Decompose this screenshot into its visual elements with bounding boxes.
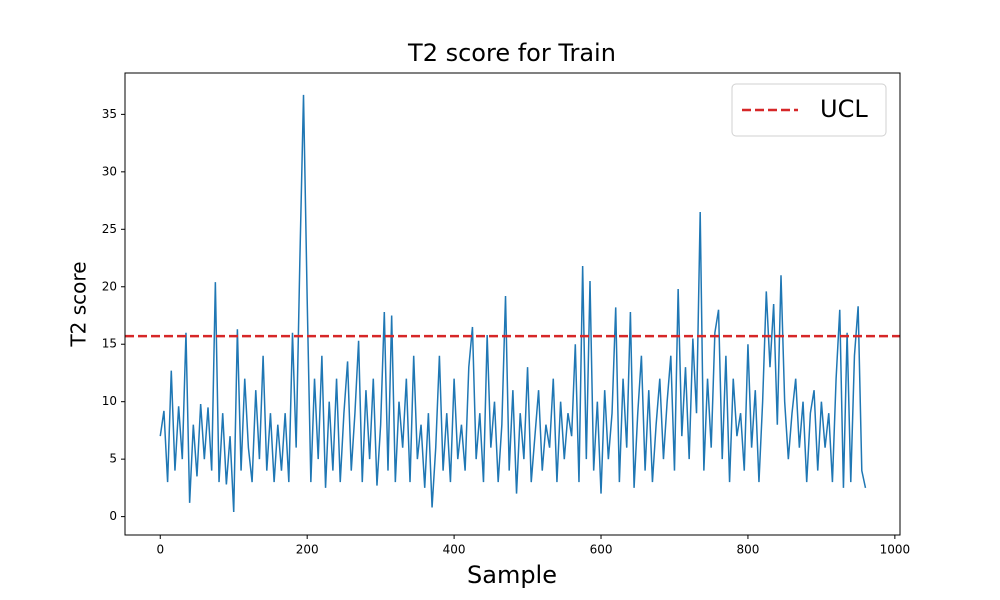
axes-frame xyxy=(124,72,901,536)
chart-title: T2 score for Train xyxy=(407,39,616,67)
y-axis-label: T2 score xyxy=(67,261,91,347)
x-tick-label: 800 xyxy=(736,543,759,557)
y-tick-label: 30 xyxy=(102,164,117,178)
legend-box xyxy=(731,83,887,137)
legend-label: UCL xyxy=(820,95,868,123)
y-tick-label: 20 xyxy=(102,279,117,293)
y-tick-label: 15 xyxy=(102,337,117,351)
x-axis-label: Sample xyxy=(467,561,557,589)
x-tick-label: 600 xyxy=(590,543,613,557)
y-tick-label: 35 xyxy=(102,107,117,121)
x-tick-label: 200 xyxy=(296,543,319,557)
y-tick-label: 10 xyxy=(102,394,117,408)
x-tick-label: 0 xyxy=(156,543,164,557)
x-tick-label: 1000 xyxy=(880,543,911,557)
y-tick-label: 0 xyxy=(109,509,117,523)
y-tick-label: 5 xyxy=(109,452,117,466)
y-tick-label: 25 xyxy=(102,222,117,236)
x-tick-label: 400 xyxy=(443,543,466,557)
line xyxy=(159,94,867,513)
